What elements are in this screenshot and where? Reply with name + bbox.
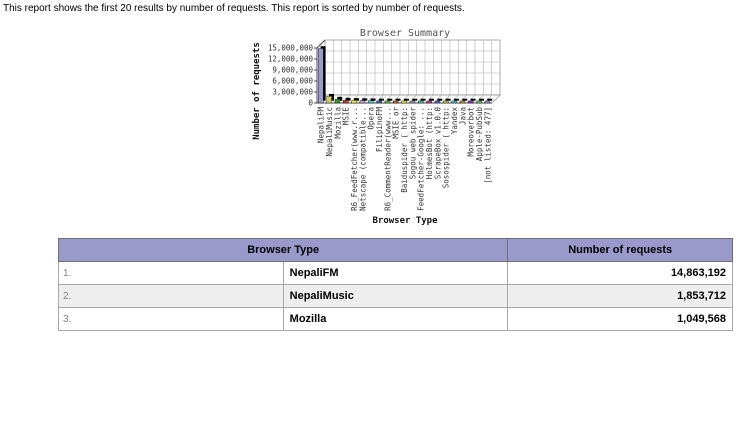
bar-shadow (412, 98, 418, 101)
x-tick-label: Apple-PubSub (475, 107, 484, 162)
bar (318, 48, 324, 104)
table-header-row: Browser Type Number of requests (57, 238, 733, 262)
bar-shadow (445, 98, 451, 101)
bar-shadow (353, 98, 359, 101)
browser-name-cell: Mozilla (282, 307, 509, 331)
bar (443, 100, 449, 104)
request-count-cell: 14,863,192 (507, 261, 733, 285)
chart-x-axis-label: Browser Type (372, 216, 438, 226)
y-tick-label: 9,000,000 (272, 66, 313, 75)
bar (376, 100, 382, 104)
bar-shadow (387, 98, 393, 101)
browser-summary-chart: Browser Summary Number of requests 0 3,00… (250, 28, 535, 233)
x-tick-label: MSIE or (392, 107, 401, 139)
bar (393, 100, 399, 104)
x-tick-label: 9. R6_CommentReader(www... (383, 107, 392, 213)
browser-summary-table: Browser Type Number of requests 1. Nepali… (57, 238, 733, 331)
chart-back-wall (324, 39, 501, 96)
x-tick-label: Yandex (450, 107, 459, 135)
bar (326, 96, 332, 104)
bar-shadow (403, 98, 409, 101)
bar (351, 100, 357, 104)
x-tick-label: Opera (367, 107, 376, 130)
bar-shadow (462, 98, 468, 101)
column-header-browser-type: Browser Type (57, 238, 509, 262)
bar-shadow (362, 98, 368, 101)
x-tick-label: NepaliMusic (325, 107, 334, 157)
bar-shadow (478, 98, 484, 101)
bar-shadow (470, 98, 476, 101)
x-tick-label: 6. Netscape (compatible... (358, 107, 367, 213)
x-tick-label: Baiduspider ( http: (400, 107, 409, 193)
chart-title: Browser Summary (359, 28, 451, 39)
table-row: 3. Mozilla 1,049,568 (58, 307, 733, 331)
bar (426, 100, 432, 104)
rank-cell: 2. (58, 284, 284, 308)
axis-depth-line (316, 39, 326, 49)
request-count-cell: 1,049,568 (507, 307, 733, 331)
x-tick-label: [not listed: 477] (483, 107, 492, 184)
y-tick-label: 12,000,000 (268, 55, 314, 64)
bar (459, 100, 466, 104)
x-tick-label: NepaliFM (317, 107, 326, 144)
report-description: This report shows the first 20 results b… (3, 3, 465, 14)
rank-cell: 1. (58, 261, 284, 285)
request-count-cell: 1,853,712 (507, 284, 733, 308)
bar (334, 98, 341, 104)
bar (409, 100, 416, 104)
x-tick-label: HolmesBot (http: (425, 107, 434, 179)
x-tick-label: Java (458, 107, 467, 125)
column-header-number-of-requests: Number of requests (507, 238, 733, 262)
bar-shadow (345, 97, 351, 101)
browser-name-cell: NepaliFM (282, 261, 509, 285)
table-row: 1. NepaliFM 14,863,192 (58, 261, 733, 285)
x-tick-label: Mozilla (333, 107, 342, 139)
bar-shadow (395, 98, 401, 101)
chart-plot-area: 0 3,000,000 6,000,000 9,000,000 12,000,000 15… (268, 39, 501, 213)
bar (401, 100, 407, 104)
x-tick-label: ScrapeBox v1.0.0 (433, 107, 442, 180)
bar-shadow (337, 96, 343, 101)
bar (468, 100, 474, 104)
bar-shadow (378, 98, 384, 101)
browser-name-cell: NepaliMusic (282, 284, 509, 308)
bar (418, 100, 424, 104)
y-tick-label: 3,000,000 (272, 88, 313, 97)
bar-shadow (428, 98, 434, 101)
x-tick-label: 5. R6_FeedFetcher(www.r... (350, 107, 359, 213)
x-tick-label: Moreoverbot (467, 107, 476, 157)
x-tick-label: MSIE (342, 107, 351, 126)
y-tick-label: 6,000,000 (272, 77, 313, 86)
bar (476, 100, 482, 104)
bar-shadow (437, 98, 443, 101)
bar (484, 100, 491, 104)
y-tick-label: 15,000,000 (268, 44, 314, 53)
bar (384, 100, 391, 104)
y-tick-label: 0 (308, 99, 313, 108)
bar (368, 100, 374, 104)
table-row: 2. NepaliMusic 1,853,712 (58, 284, 733, 308)
x-tick-label: 13. FeedFetcher-Google: ... (417, 107, 426, 213)
rank-cell: 3. (58, 307, 284, 331)
bar-shadow (487, 98, 493, 101)
bar-shadow (420, 98, 426, 101)
bar-shadow (453, 98, 459, 101)
bar (343, 99, 349, 104)
x-tick-label: Sosospider ( http: (442, 107, 451, 188)
bar (434, 100, 441, 104)
x-tick-label: Sogou web spider (408, 107, 417, 180)
bar (451, 100, 457, 104)
bar-shadow (370, 98, 376, 101)
x-tick-label: FilipinoFM (375, 107, 384, 153)
bar (359, 100, 366, 104)
